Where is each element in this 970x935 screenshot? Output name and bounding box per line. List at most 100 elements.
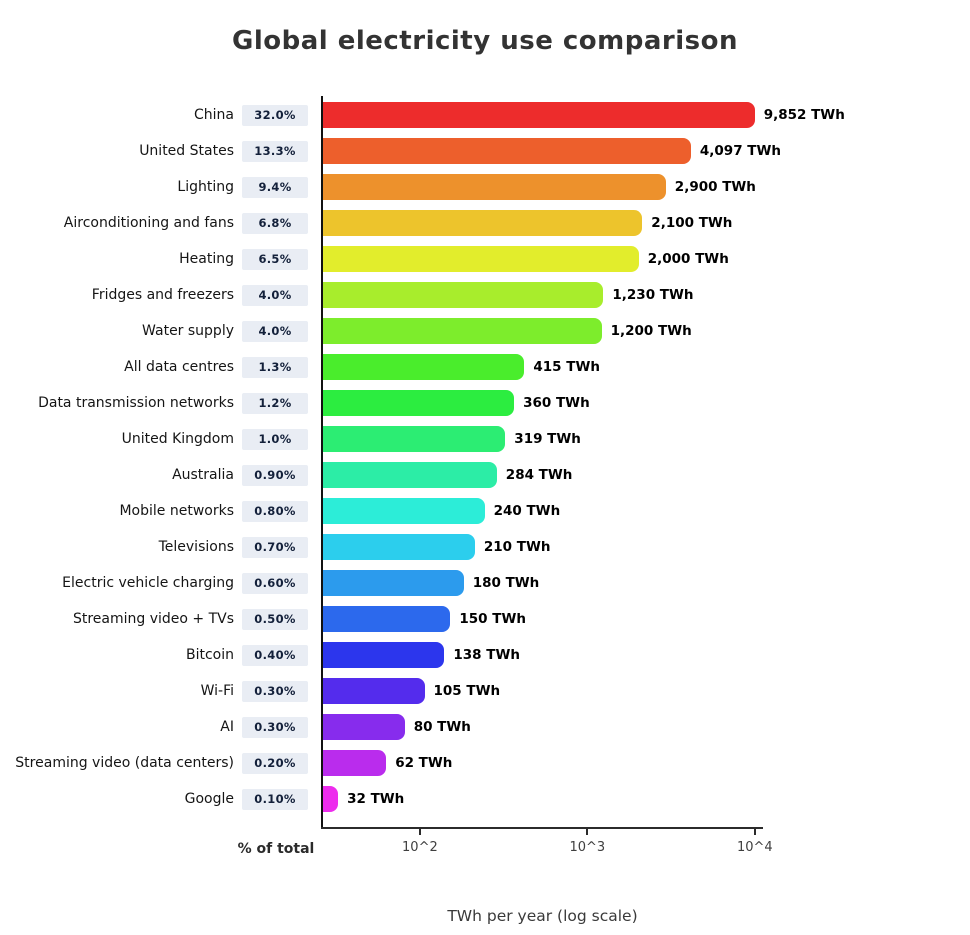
value-label: 32 TWh (347, 791, 405, 807)
category-label: Streaming video + TVs (72, 611, 234, 627)
bar (323, 282, 604, 308)
tick-label: 10^3 (569, 840, 606, 855)
value-label: 2,100 TWh (651, 215, 733, 231)
category-label: Televisions (158, 539, 234, 555)
value-label: 138 TWh (453, 647, 520, 663)
chart-row: China 32.0% 9,852 TWh (0, 97, 970, 133)
percent-badge: 13.3% (242, 140, 308, 162)
tick-mark (753, 829, 756, 835)
percent-badge: 6.5% (242, 248, 308, 270)
bar (323, 750, 387, 776)
bar (323, 714, 405, 740)
value-label: 1,200 TWh (610, 323, 692, 339)
bar-area: 180 TWh (323, 565, 970, 601)
bar-area: 9,852 TWh (323, 97, 970, 133)
category-label: United Kingdom (121, 431, 234, 447)
bar-area: 210 TWh (323, 529, 970, 565)
category-label: Electric vehicle charging (62, 575, 234, 591)
bar (323, 102, 755, 128)
bar-area: 62 TWh (323, 745, 970, 781)
bar-area: 150 TWh (323, 601, 970, 637)
value-label: 240 TWh (493, 503, 561, 519)
x-axis-ticks: 10^2 10^3 10^4 (322, 829, 773, 859)
chart-row: Lighting 9.4% 2,900 TWh (0, 169, 970, 205)
chart-row: All data centres 1.3% 415 TWh (0, 349, 970, 385)
bar (323, 426, 506, 452)
bar (323, 786, 339, 812)
chart-row: Bitcoin 0.40% 138 TWh (0, 637, 970, 673)
category-label: Airconditioning and fans (63, 215, 234, 231)
bar-area: 4,097 TWh (323, 133, 970, 169)
category-label: Google (184, 791, 234, 807)
category-label: Streaming video (data centers) (15, 755, 234, 771)
category-label: All data centres (124, 359, 234, 375)
chart-title: Global electricity use comparison (231, 26, 739, 56)
bar-area: 32 TWh (323, 781, 970, 817)
chart-row: Wi-Fi 0.30% 105 TWh (0, 673, 970, 709)
chart-row: Water supply 4.0% 1,200 TWh (0, 313, 970, 349)
bar (323, 498, 485, 524)
percent-badge: 1.0% (242, 428, 308, 450)
bar (323, 570, 464, 596)
category-label: United States (139, 143, 234, 159)
bar-area: 80 TWh (323, 709, 970, 745)
x-axis-line (321, 827, 763, 829)
value-label: 9,852 TWh (763, 107, 845, 123)
value-label: 105 TWh (433, 683, 501, 699)
chart-row: United Kingdom 1.0% 319 TWh (0, 421, 970, 457)
percent-badge: 9.4% (242, 176, 308, 198)
chart-row: Australia 0.90% 284 TWh (0, 457, 970, 493)
category-label: China (194, 107, 234, 123)
bar (323, 246, 639, 272)
percent-badge: 4.0% (242, 320, 308, 342)
chart-row: Televisions 0.70% 210 TWh (0, 529, 970, 565)
bar-area: 1,230 TWh (323, 277, 970, 313)
bar-area: 138 TWh (323, 637, 970, 673)
bar-area: 1,200 TWh (323, 313, 970, 349)
percent-badge: 1.2% (242, 392, 308, 414)
x-axis-title: TWh per year (log scale) (447, 907, 638, 925)
value-label: 415 TWh (533, 359, 600, 375)
category-label: Heating (179, 251, 234, 267)
value-label: 150 TWh (459, 611, 526, 627)
percent-badge: 6.8% (242, 212, 308, 234)
bar-chart: China 32.0% 9,852 TWh United States 13.3… (0, 97, 970, 817)
chart-row: Electric vehicle charging 0.60% 180 TWh (0, 565, 970, 601)
value-label: 180 TWh (472, 575, 540, 591)
bar (323, 462, 497, 488)
value-label: 360 TWh (523, 395, 590, 411)
chart-row: Mobile networks 0.80% 240 TWh (0, 493, 970, 529)
bar (323, 138, 691, 164)
bar (323, 390, 515, 416)
bar (323, 318, 602, 344)
bar-area: 105 TWh (323, 673, 970, 709)
value-label: 1,230 TWh (612, 287, 694, 303)
tick-mark (586, 829, 589, 835)
bar-area: 319 TWh (323, 421, 970, 457)
category-label: Data transmission networks (38, 395, 234, 411)
category-label: Mobile networks (119, 503, 234, 519)
chart-row: Airconditioning and fans 6.8% 2,100 TWh (0, 205, 970, 241)
bar-area: 2,900 TWh (323, 169, 970, 205)
category-label: Lighting (177, 179, 234, 195)
bar-area: 284 TWh (323, 457, 970, 493)
bar-area: 240 TWh (323, 493, 970, 529)
chart-row: United States 13.3% 4,097 TWh (0, 133, 970, 169)
pct-axis-label: % of total (237, 841, 315, 857)
value-label: 210 TWh (483, 539, 551, 555)
bar (323, 174, 666, 200)
category-label: AI (220, 719, 234, 735)
value-label: 4,097 TWh (699, 143, 782, 159)
tick-label: 10^2 (402, 840, 438, 855)
percent-badge: 0.90% (242, 464, 308, 486)
y-axis-line (321, 96, 323, 829)
bar (323, 678, 425, 704)
category-label: Water supply (142, 323, 234, 339)
value-label: 2,900 TWh (674, 179, 756, 195)
category-label: Australia (172, 467, 234, 483)
percent-badge: 0.30% (242, 716, 308, 738)
percent-badge: 0.30% (242, 680, 308, 702)
bar (323, 606, 451, 632)
percent-badge: 0.20% (242, 752, 308, 774)
